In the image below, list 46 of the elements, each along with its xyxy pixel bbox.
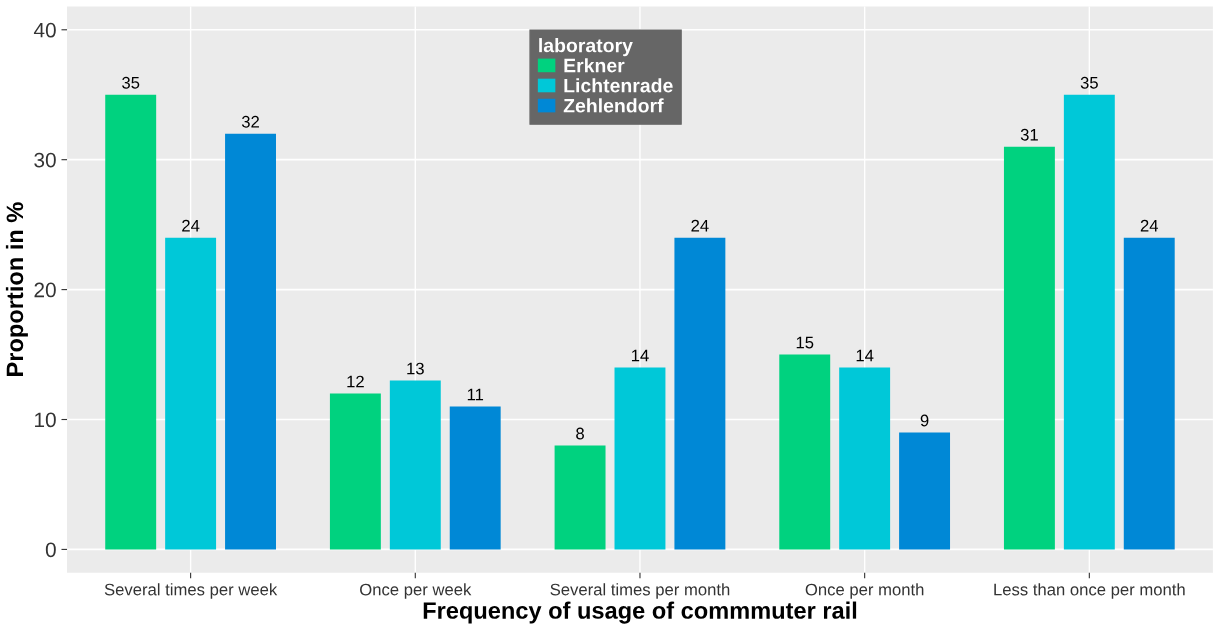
bar xyxy=(554,445,606,550)
bar xyxy=(1003,146,1055,550)
data-label: 12 xyxy=(347,375,364,388)
bar xyxy=(1123,237,1175,550)
legend-label: Lichtenrade xyxy=(564,78,673,93)
x-tick-label: Several times per week xyxy=(104,583,278,599)
data-label: 24 xyxy=(691,219,709,232)
y-tick-label: 40 xyxy=(33,22,56,38)
y-tick-label: 30 xyxy=(34,152,56,168)
x-tick-label: Less than once per month xyxy=(994,583,1185,599)
bar xyxy=(779,354,831,550)
bar xyxy=(899,432,951,550)
data-label: 8 xyxy=(576,427,584,440)
data-label: 11 xyxy=(467,388,484,401)
x-axis-title: Frequency of usage of commmuter rail xyxy=(423,601,857,624)
data-label: 32 xyxy=(241,115,259,128)
legend-label: Erkner xyxy=(564,58,625,73)
bar xyxy=(674,237,726,550)
bar xyxy=(839,367,891,550)
bar xyxy=(449,406,501,550)
data-label: 15 xyxy=(796,336,814,349)
y-tick-label: 10 xyxy=(35,412,56,428)
data-label: 24 xyxy=(1140,219,1159,232)
x-tick-label: Once per week xyxy=(360,583,472,599)
y-axis-title: Proportion in % xyxy=(5,202,28,376)
bar xyxy=(165,237,217,550)
data-label: 9 xyxy=(920,414,929,427)
bar xyxy=(329,393,381,550)
data-label: 35 xyxy=(1080,76,1098,89)
legend-label: Zehlendorf xyxy=(563,98,664,113)
data-label: 14 xyxy=(856,349,874,362)
data-label: 31 xyxy=(1020,128,1038,141)
legend-title: laboratory xyxy=(539,38,633,57)
bar xyxy=(614,367,666,550)
bar xyxy=(1063,94,1115,550)
y-tick-label: 0 xyxy=(45,542,56,558)
bar xyxy=(225,133,276,550)
x-tick-label: Several times per month xyxy=(550,583,730,599)
data-label: 24 xyxy=(182,219,200,232)
bar xyxy=(105,94,157,550)
y-tick-label: 20 xyxy=(34,282,56,298)
bar xyxy=(389,380,441,550)
data-label: 13 xyxy=(407,362,424,375)
data-label: 35 xyxy=(122,76,140,89)
x-tick-label: Once per month xyxy=(805,583,924,599)
data-label: 14 xyxy=(631,349,649,362)
